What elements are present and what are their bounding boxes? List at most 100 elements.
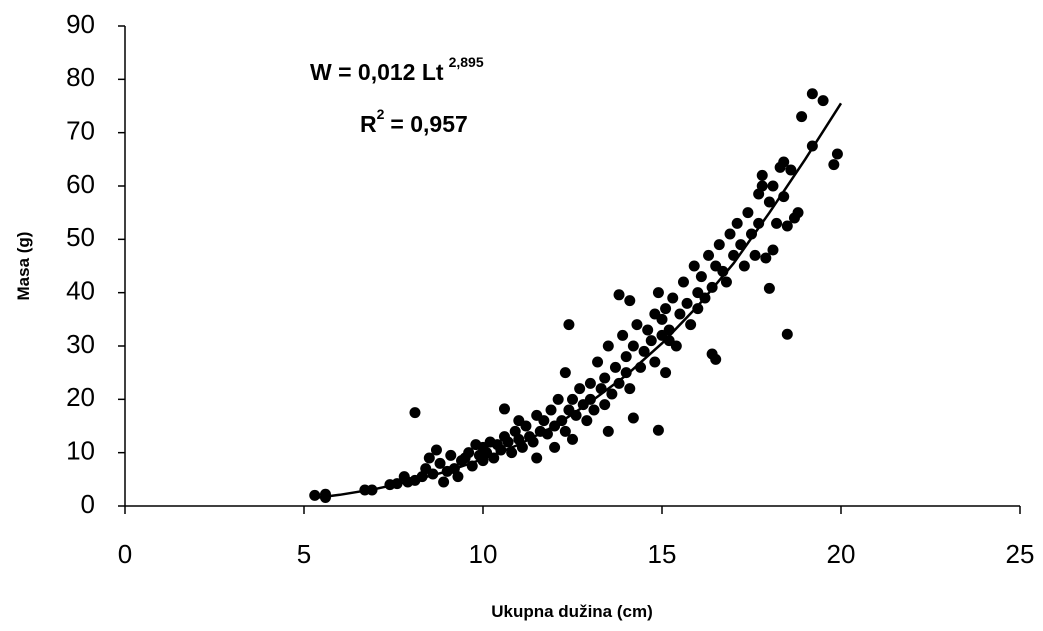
y-tick-label: 80	[66, 62, 95, 92]
data-point	[778, 156, 790, 168]
data-point	[584, 377, 596, 389]
data-point	[756, 169, 768, 181]
x-axis-title: Ukupna dužina (cm)	[491, 602, 653, 621]
r-squared: R2 = 0,957	[360, 106, 468, 137]
data-point	[498, 403, 510, 415]
x-tick-label: 0	[118, 539, 132, 569]
data-point	[599, 372, 611, 384]
y-tick-label: 90	[66, 9, 95, 39]
data-point	[763, 196, 775, 208]
data-point	[645, 335, 657, 347]
data-point	[749, 249, 761, 261]
data-point	[753, 217, 765, 229]
data-point	[720, 276, 732, 288]
data-point	[728, 249, 740, 261]
data-point	[677, 276, 689, 288]
data-point	[792, 207, 804, 219]
y-tick-label: 0	[81, 489, 95, 519]
y-tick-label: 10	[66, 436, 95, 466]
data-point	[663, 335, 675, 347]
data-point	[366, 484, 378, 496]
data-point	[602, 425, 614, 437]
data-point	[495, 444, 507, 456]
data-point	[584, 393, 596, 405]
data-point	[667, 292, 679, 304]
data-point	[817, 95, 829, 107]
data-point	[520, 420, 532, 432]
data-point	[602, 340, 614, 352]
data-point	[631, 319, 643, 331]
data-point	[445, 449, 457, 461]
y-tick-label: 70	[66, 116, 95, 146]
data-point	[806, 140, 818, 152]
data-point	[559, 425, 571, 437]
data-point	[627, 340, 639, 352]
data-point	[502, 436, 514, 448]
data-point	[785, 164, 797, 176]
data-point	[423, 452, 435, 464]
data-point	[574, 383, 586, 395]
equation: W = 0,012 Lt 2,895	[310, 54, 484, 85]
data-point	[609, 361, 621, 373]
data-point	[771, 217, 783, 229]
x-tick-label: 20	[827, 539, 856, 569]
data-point	[620, 367, 632, 379]
data-point	[649, 356, 661, 368]
r-squared-text: = 0,957	[390, 111, 467, 137]
data-point	[613, 377, 625, 389]
data-point	[319, 491, 331, 503]
data-point	[706, 281, 718, 293]
data-point	[742, 207, 754, 219]
data-point	[552, 393, 564, 405]
data-point	[409, 407, 421, 419]
x-tick-label: 10	[469, 539, 498, 569]
data-point	[660, 303, 672, 315]
data-point	[781, 220, 793, 232]
data-point	[763, 282, 775, 294]
data-point	[488, 452, 500, 464]
data-point	[831, 148, 843, 160]
equation-exponent: 2,895	[449, 54, 484, 70]
data-point	[806, 88, 818, 100]
data-point	[452, 471, 464, 483]
data-point	[713, 239, 725, 251]
data-point	[781, 328, 793, 340]
data-point	[391, 478, 403, 490]
data-point	[556, 415, 568, 427]
data-point	[559, 367, 571, 379]
data-point	[434, 457, 446, 469]
data-point	[735, 239, 747, 251]
data-point	[506, 447, 518, 459]
r-squared-exponent: 2	[377, 106, 385, 122]
data-point	[531, 452, 543, 464]
data-point	[516, 441, 528, 453]
data-point	[581, 415, 593, 427]
data-point	[592, 356, 604, 368]
x-tick-label: 15	[648, 539, 677, 569]
data-point	[438, 476, 450, 488]
data-point	[624, 295, 636, 307]
data-point	[663, 324, 675, 336]
data-point	[746, 228, 757, 240]
data-point	[567, 433, 578, 445]
data-point	[617, 329, 629, 341]
r-squared-prefix: R	[360, 111, 377, 137]
data-point	[660, 367, 672, 379]
data-point	[635, 361, 647, 373]
data-point	[595, 383, 607, 395]
data-point	[463, 447, 475, 459]
data-point	[563, 319, 575, 331]
data-point	[674, 308, 686, 320]
equation-text: W = 0,012 Lt	[310, 59, 444, 85]
data-point	[796, 111, 808, 123]
data-point	[549, 441, 561, 453]
data-point	[430, 444, 442, 456]
data-point	[567, 393, 578, 405]
y-tick-label: 20	[66, 382, 95, 412]
data-point	[695, 271, 707, 283]
data-point	[652, 424, 664, 436]
y-tick-label: 50	[66, 222, 95, 252]
data-point	[627, 412, 639, 424]
data-point	[613, 289, 625, 301]
